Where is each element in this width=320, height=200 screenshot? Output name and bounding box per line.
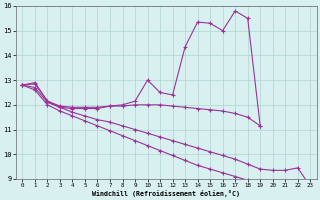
X-axis label: Windchill (Refroidissement éolien,°C): Windchill (Refroidissement éolien,°C) <box>92 190 240 197</box>
